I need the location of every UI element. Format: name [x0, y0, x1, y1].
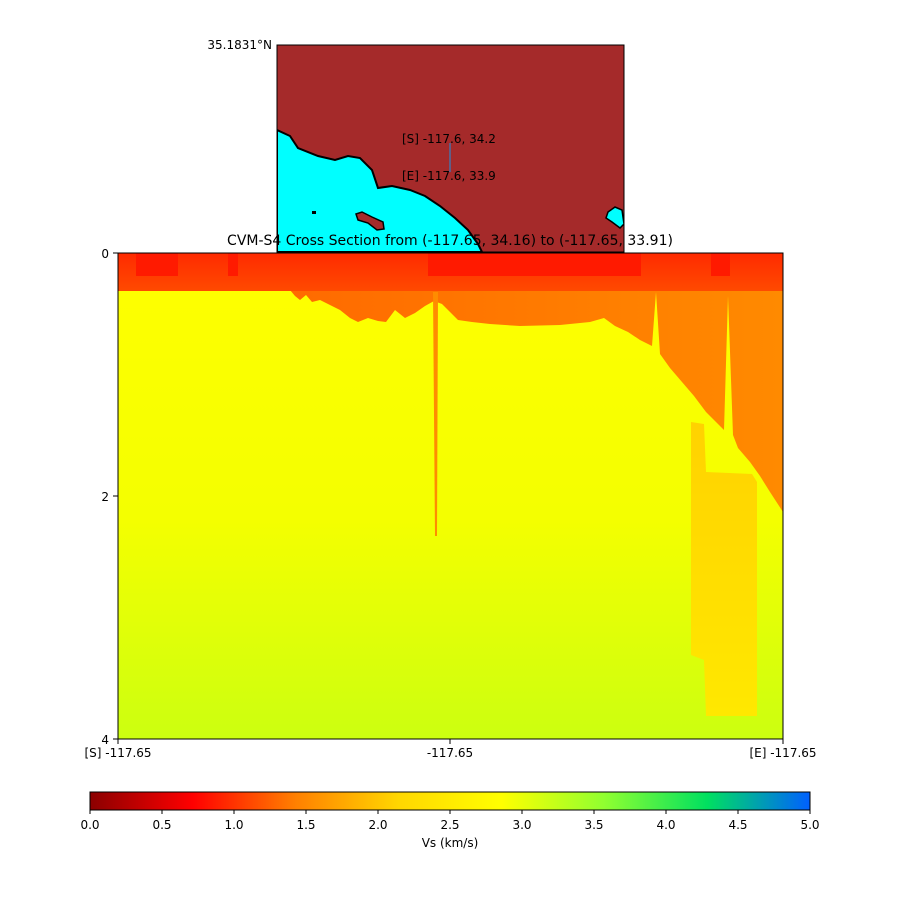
colorbar-label: Vs (km/s) [422, 836, 479, 850]
colorbar-tick-label: 0.0 [80, 818, 99, 832]
x-tick-label: -117.65 [427, 746, 473, 760]
colorbar-tick-label: 0.5 [152, 818, 171, 832]
y-tick-label: 0 [101, 247, 109, 261]
map-frame [276, 44, 625, 253]
map-lat-label: 35.1831°N [207, 38, 272, 52]
map-island [312, 211, 316, 214]
colorbar-bar [89, 791, 811, 811]
x-axis: [S] -117.65 -117.65 [E] -117.65 [84, 739, 817, 760]
thin-vertical-feature [433, 292, 438, 536]
y-tick-label: 4 [101, 733, 109, 747]
x-tick-label: [E] -117.65 [749, 746, 816, 760]
colorbar: 0.0 0.5 1.0 1.5 2.0 2.5 3.0 3.5 4.0 4.5 5.0 Vs (km… [80, 791, 820, 850]
map-start-label: [S] -117.6, 34.2 [402, 132, 496, 146]
inset-map: 35.1831°N [S] -117.6, 34.2 [E] -117.6, 3… [207, 38, 625, 253]
map-lake [605, 206, 624, 229]
colorbar-tick-label: 1.5 [296, 818, 315, 832]
map-end-label: [E] -117.6, 33.9 [402, 169, 496, 183]
chart-title: CVM-S4 Cross Section from (-117.65, 34.1… [227, 233, 673, 249]
colorbar-ticks: 0.0 0.5 1.0 1.5 2.0 2.5 3.0 3.5 4.0 4.5 5.0 [80, 810, 820, 832]
colorbar-tick-label: 2.5 [440, 818, 459, 832]
y-axis: 0 2 4 [101, 247, 118, 747]
colorbar-tick-label: 3.5 [584, 818, 603, 832]
sediment-basin-layer [290, 290, 783, 512]
colorbar-tick-label: 3.0 [512, 818, 531, 832]
y-tick-label: 2 [101, 490, 109, 504]
cross-section-plot: CVM-S4 Cross Section from (-117.65, 34.1… [84, 233, 816, 760]
wedge-feature [691, 422, 757, 716]
surface-patch [228, 253, 238, 276]
colorbar-tick-label: 5.0 [800, 818, 819, 832]
map-island [355, 211, 385, 231]
surface-patch [711, 253, 730, 276]
x-tick-label: [S] -117.65 [84, 746, 151, 760]
colorbar-tick-label: 1.0 [224, 818, 243, 832]
map-ocean [277, 128, 484, 252]
surface-patch [136, 253, 178, 276]
colorbar-tick-label: 4.0 [656, 818, 675, 832]
colorbar-tick-label: 2.0 [368, 818, 387, 832]
surface-patch [428, 253, 641, 276]
colorbar-tick-label: 4.5 [728, 818, 747, 832]
